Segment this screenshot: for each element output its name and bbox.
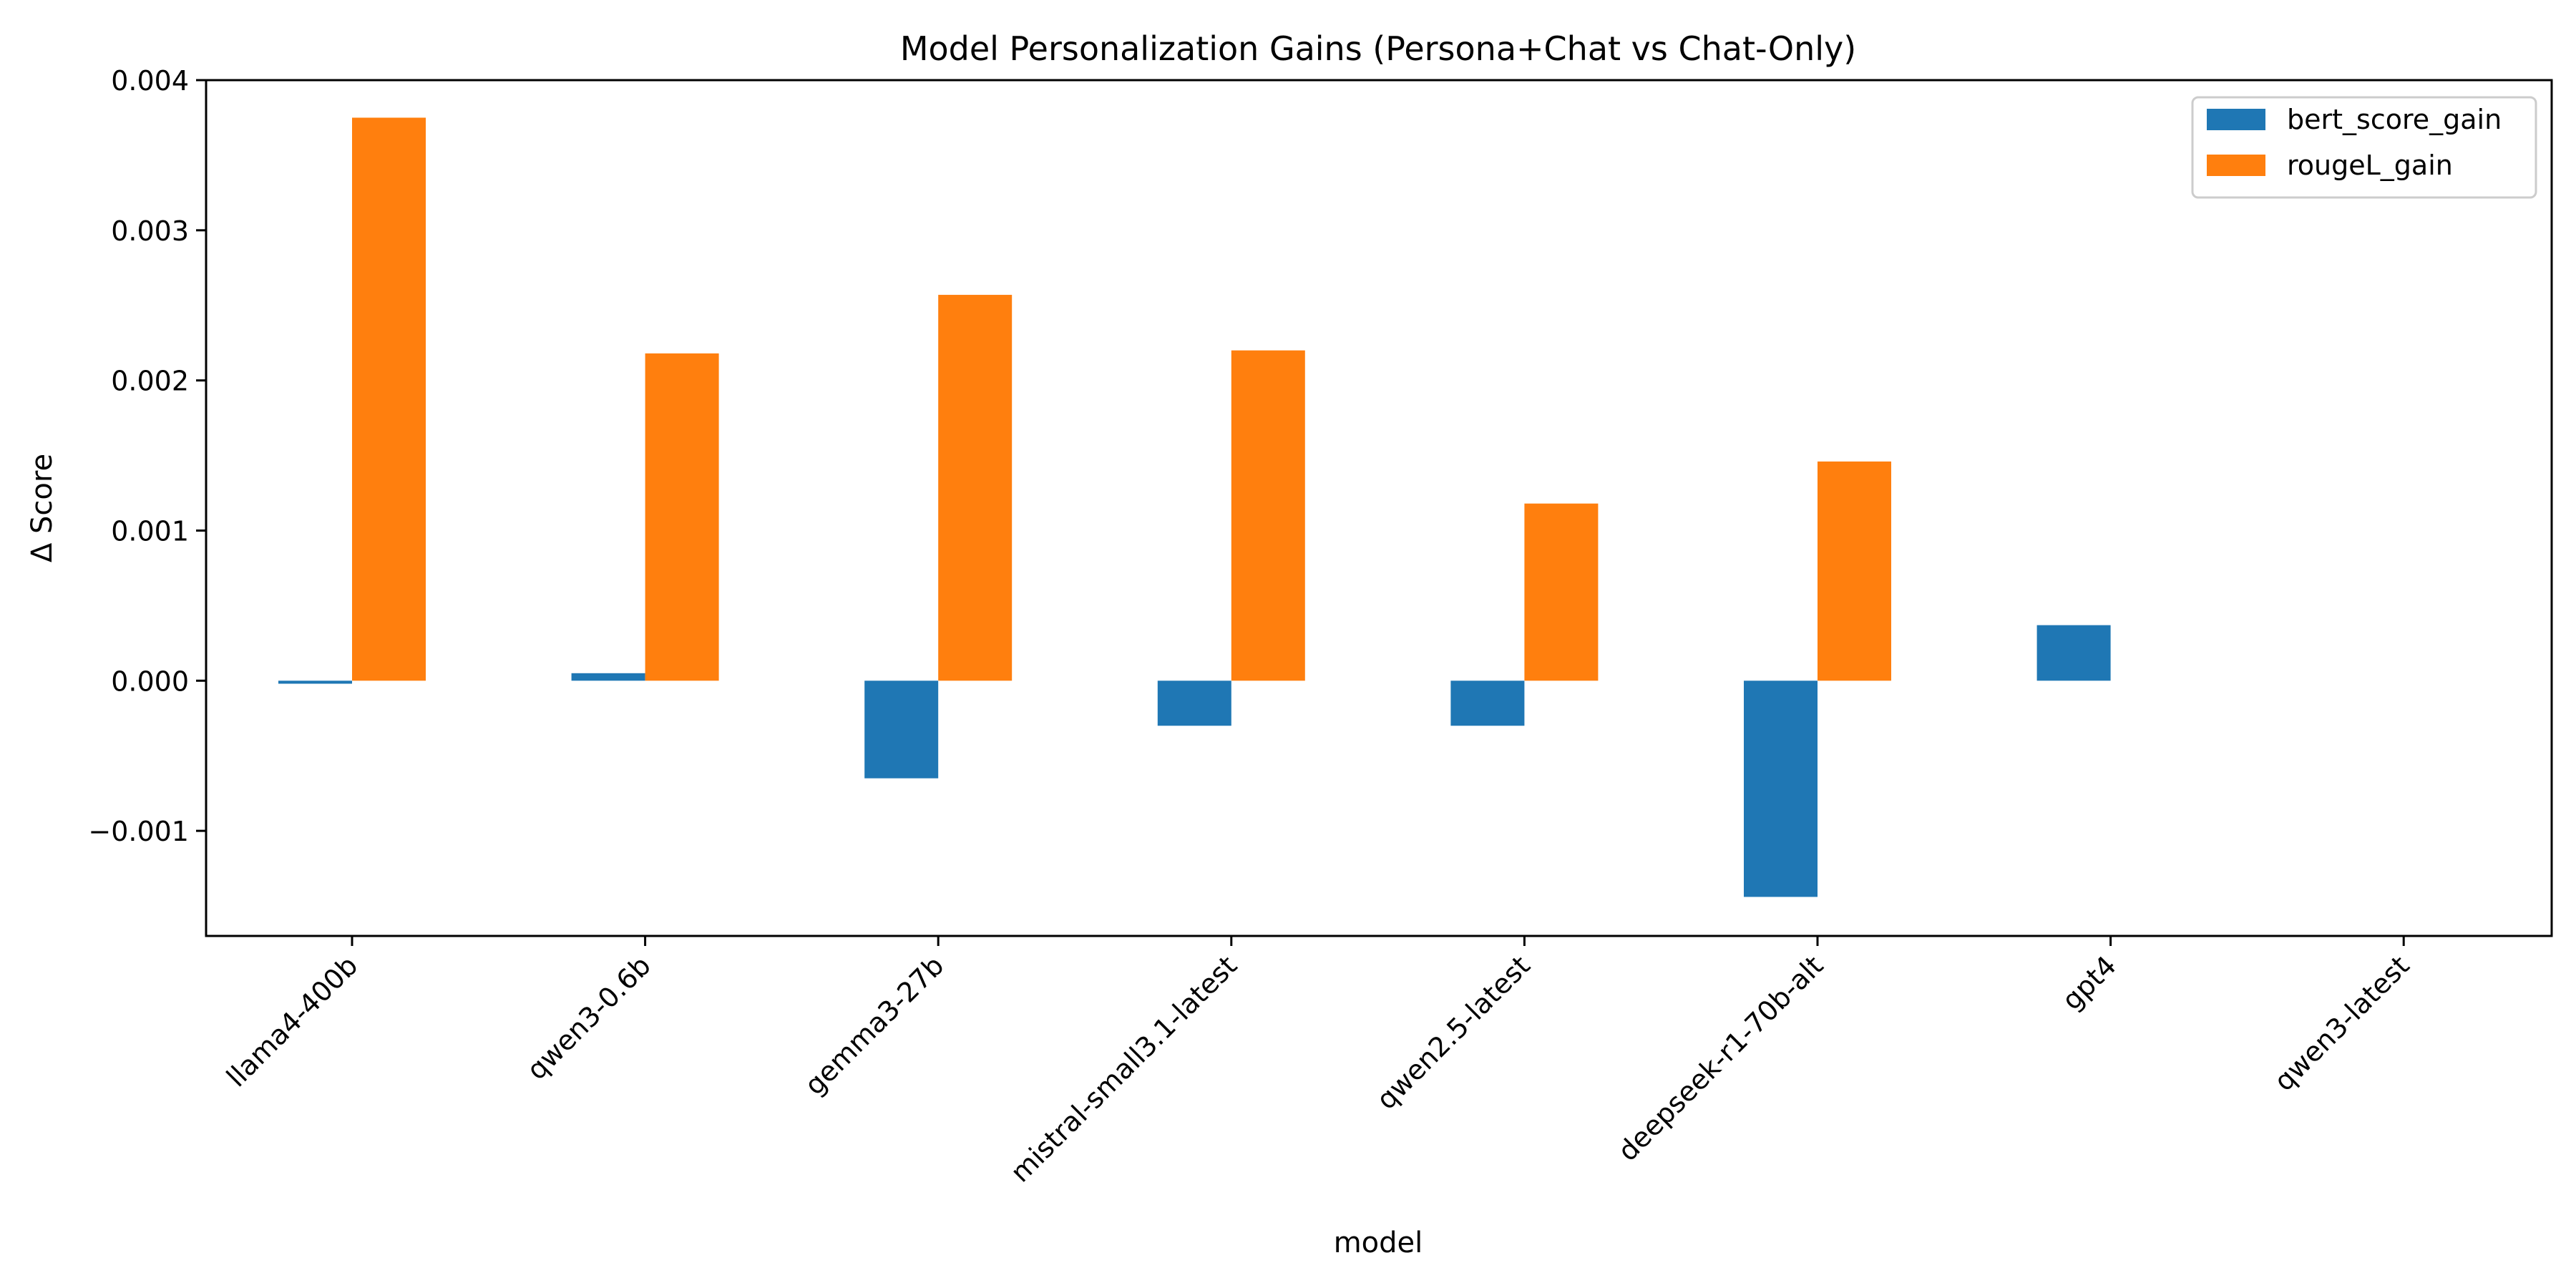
bar-bert_score_gain-deepseek-r1-70b-alt [1744,680,1818,897]
bar-rougeL_gain-qwen3-0.6b [645,353,719,681]
bar-bert_score_gain-mistral-small3.1-latest [1157,680,1231,726]
bar-rougeL_gain-mistral-small3.1-latest [1231,350,1305,681]
y-tick-label: 0.000 [111,665,189,697]
plot-frame [205,79,2553,937]
bar-rougeL_gain-qwen2.5-latest [1524,503,1599,681]
x-axis-label: model [1334,1226,1423,1259]
legend-label-bert_score_gain: bert_score_gain [2287,104,2502,135]
y-tick-label: 0.004 [111,65,189,97]
legend-swatch-rougeL_gain [2207,155,2265,176]
bar-bert_score_gain-gpt4 [2036,625,2111,681]
bar-bert_score_gain-gemma3-27b [864,680,939,779]
y-tick-label: 0.001 [111,515,189,547]
bar-bert_score_gain-qwen3-0.6b [571,673,645,681]
legend-label-rougeL_gain: rougeL_gain [2287,150,2453,181]
y-tick-label: −0.001 [88,816,189,847]
y-tick-label: 0.002 [111,366,189,397]
legend-swatch-bert_score_gain [2207,109,2265,130]
bar-rougeL_gain-llama4-400b [352,117,426,681]
chart-title: Model Personalization Gains (Persona+Cha… [900,29,1856,68]
bar-bert_score_gain-llama4-400b [278,680,352,684]
bar-rougeL_gain-deepseek-r1-70b-alt [1818,461,1891,681]
plot-marks [278,117,2111,897]
bar-bert_score_gain-qwen2.5-latest [1450,680,1525,726]
bar-rougeL_gain-gemma3-27b [938,295,1013,681]
y-axis-label: Δ Score [26,454,59,562]
y-axis: −0.001 0.000 0.001 0.002 0.003 0.004 [88,65,206,847]
y-tick-label: 0.003 [111,215,189,247]
legend-box [2191,96,2537,199]
legend: bert_score_gain rougeL_gain [2191,96,2537,199]
